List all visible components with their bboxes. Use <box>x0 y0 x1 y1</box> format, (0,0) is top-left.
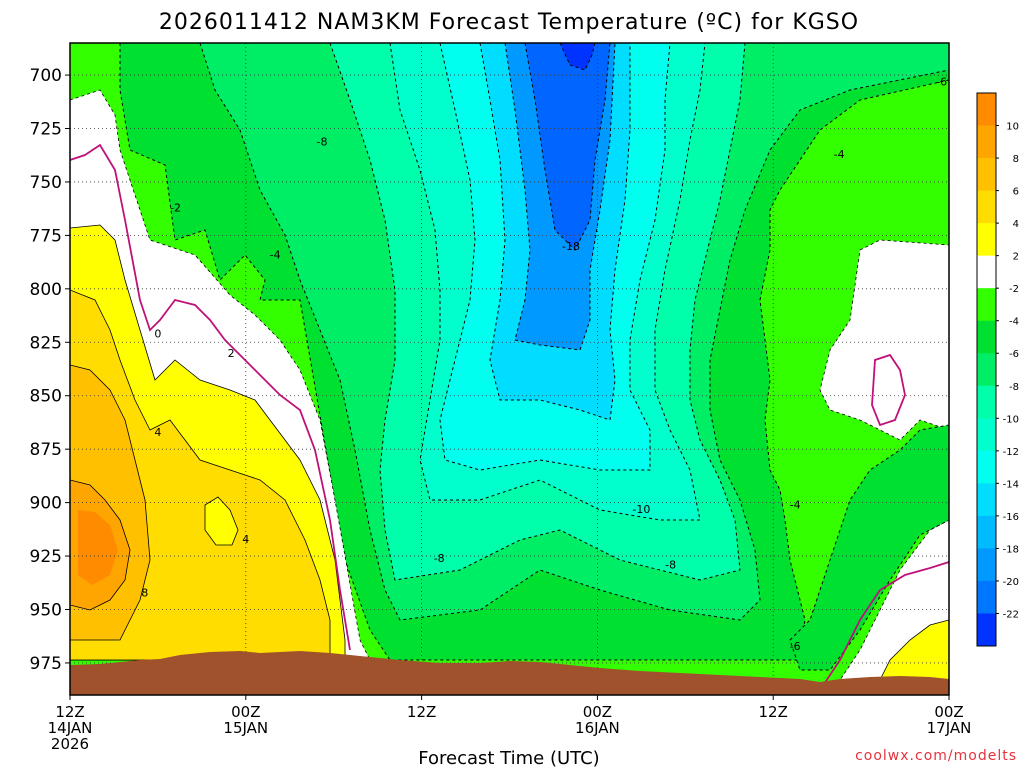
colorbar-swatch <box>977 515 996 549</box>
colorbar-swatch <box>977 190 996 224</box>
y-tick-label: 950 <box>30 600 62 620</box>
colorbar-swatch <box>977 125 996 159</box>
contour-label: -6 <box>936 75 947 88</box>
y-tick-label: 900 <box>30 494 62 514</box>
colorbar-swatch <box>977 255 996 289</box>
y-tick-label: 775 <box>30 226 62 246</box>
colorbar-label: -14 <box>1003 479 1019 490</box>
colorbar-label: -2 <box>1009 284 1019 295</box>
colorbar-swatch <box>977 158 996 192</box>
colorbar-label: -6 <box>1009 349 1019 360</box>
x-tick-label: 15JAN <box>223 719 268 737</box>
colorbar-label: 6 <box>1013 187 1019 198</box>
region-blue-core <box>559 43 596 71</box>
colorbar-swatch <box>977 450 996 484</box>
colorbar-label: 2 <box>1013 252 1019 263</box>
y-tick-label: 975 <box>30 654 62 674</box>
colorbar: 10 8 6 4 2 -2 -4 -6 -8 -10 -12 -14 -16 -18 -20 -22 <box>976 92 1019 647</box>
y-tick-label: 925 <box>30 547 62 567</box>
colorbar-label: -22 <box>1003 609 1019 620</box>
region-yellow-bottom-right <box>879 619 949 681</box>
x-axis-label: Forecast Time (UTC) <box>418 748 599 768</box>
colorbar-swatch <box>977 418 996 452</box>
contour-label: -18 <box>562 240 580 253</box>
colorbar-label: 10 <box>1006 122 1019 133</box>
x-tick-label: 16JAN <box>575 719 620 737</box>
x-tick-label: 00Z <box>583 703 612 721</box>
contour-label: -6 <box>790 640 801 653</box>
x-tick-label: 00Z <box>934 703 963 721</box>
horizontal-gridlines <box>70 74 949 664</box>
colorbar-swatch <box>977 385 996 419</box>
contour-label: 8 <box>141 586 148 599</box>
colorbar-swatch <box>977 288 996 322</box>
colorbar-swatch <box>977 548 996 582</box>
y-tick-label: 725 <box>30 120 62 140</box>
contour-label: -4 <box>834 148 845 161</box>
colorbar-swatch <box>977 613 996 647</box>
contour-label: -8 <box>665 559 676 572</box>
x-tick-label: 12Z <box>759 703 788 721</box>
y-tick-label: 750 <box>30 173 62 193</box>
colorbar-frame <box>976 92 997 647</box>
freezing-line-right <box>871 353 906 427</box>
y-tick-label: 875 <box>30 440 62 460</box>
freezing-line-left <box>70 143 351 651</box>
colorbar-label: -12 <box>1003 447 1019 458</box>
y-tick-label: 700 <box>30 66 62 86</box>
y-tick-label: 800 <box>30 280 62 300</box>
contour-label: -10 <box>632 503 650 516</box>
colorbar-label: 8 <box>1013 154 1019 165</box>
contour-label: -8 <box>434 552 445 565</box>
credit-text: coolwx.com/modelts <box>855 748 1017 764</box>
colorbar-swatch <box>977 580 996 614</box>
x-tick-label: 12Z <box>55 703 84 721</box>
plot-frame <box>69 42 950 696</box>
colorbar-swatch <box>977 223 996 257</box>
y-tick-label: 850 <box>30 387 62 407</box>
colorbar-swatch <box>977 483 996 517</box>
contour-label: -4 <box>270 249 281 262</box>
x-tick-label: 12Z <box>407 703 436 721</box>
x-tick-label: 17JAN <box>927 719 972 737</box>
plot-area <box>70 43 949 695</box>
contour-label: 4 <box>242 533 249 546</box>
colorbar-label: -18 <box>1003 544 1019 555</box>
contour-label: -8 <box>316 135 327 148</box>
contour-label: 2 <box>228 347 235 360</box>
colorbar-label: -20 <box>1003 577 1019 588</box>
colorbar-swatch <box>977 320 996 354</box>
y-axis-ticks: 700 725 750 775 800 825 850 875 900 925 950 975 <box>30 66 70 674</box>
colorbar-label: 4 <box>1013 219 1019 230</box>
colorbar-label: -4 <box>1009 317 1019 328</box>
terrain-surface <box>70 651 949 695</box>
colorbar-swatch <box>977 93 996 127</box>
x-tick-label: 14JAN <box>48 719 93 737</box>
colorbar-label: -10 <box>1003 414 1019 425</box>
contour-labels: -8 -2 -4 0 2 4 4 8 -18 -10 -8 -8 -6 -4 -4 -6 <box>141 75 947 653</box>
small-yellow-patch <box>204 496 239 546</box>
contour-label: -4 <box>790 499 801 512</box>
region-white-right <box>819 239 949 441</box>
x-tick-label: 2026 <box>51 735 89 753</box>
contour-label: -2 <box>170 202 181 215</box>
colorbar-label: -16 <box>1003 512 1019 523</box>
colorbar-label: -8 <box>1009 382 1019 393</box>
freezing-line-right-2 <box>819 561 949 691</box>
region-deep-orange <box>78 510 118 585</box>
chart-title: 2026011412 NAM3KM Forecast Temperature (… <box>159 10 859 35</box>
y-tick-label: 825 <box>30 333 62 353</box>
contour-label: 0 <box>154 328 161 341</box>
vertical-gridlines <box>245 43 774 695</box>
contour-label: 4 <box>154 426 161 439</box>
colorbar-swatch <box>977 353 996 387</box>
x-tick-label: 00Z <box>231 703 260 721</box>
region-green-lower-right <box>789 424 949 671</box>
